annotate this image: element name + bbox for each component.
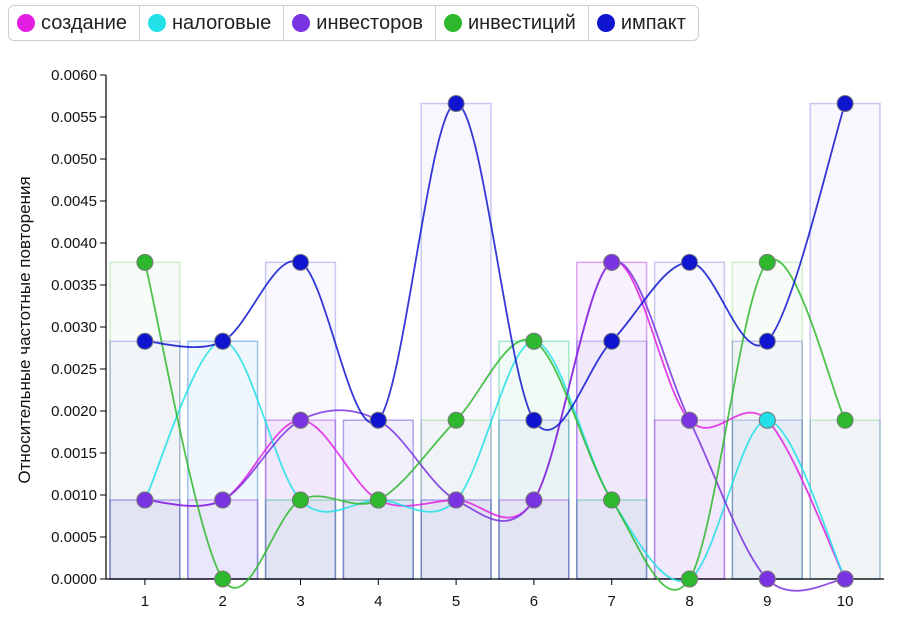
legend-item-impakt[interactable]: импакт <box>589 6 698 40</box>
data-point <box>758 332 776 350</box>
y-tick-label: 0.0005 <box>51 529 97 546</box>
y-tick-label: 0.0030 <box>51 319 97 336</box>
x-tick-label: 1 <box>141 593 149 610</box>
legend-marker <box>443 14 462 32</box>
data-point <box>836 570 854 588</box>
data-point <box>836 95 854 113</box>
data-point <box>525 411 543 429</box>
legend-marker <box>148 14 166 32</box>
data-point <box>603 332 621 350</box>
y-tick-label: 0.0050 <box>51 151 97 168</box>
data-point <box>136 332 154 350</box>
chart-legend: создание налоговые инвесторов инвестиций… <box>8 5 699 41</box>
y-tick-label: 0.0015 <box>51 445 97 462</box>
data-point <box>603 253 621 271</box>
x-tick-label: 8 <box>685 593 693 610</box>
points-layer <box>136 95 854 588</box>
x-tick-label: 7 <box>608 593 616 610</box>
data-point <box>681 253 698 271</box>
x-tick-label: 6 <box>530 593 538 610</box>
data-point <box>214 332 232 350</box>
y-tick-label: 0.0035 <box>51 277 97 294</box>
y-tick-label: 0.0020 <box>51 403 97 420</box>
series-bar <box>809 102 881 580</box>
legend-label: инвесторов <box>316 11 423 34</box>
legend-item-investorov[interactable]: инвесторов <box>284 6 436 40</box>
legend-label: налоговые <box>172 11 272 34</box>
series-bar <box>187 340 259 580</box>
data-point <box>369 491 387 509</box>
legend-label: инвестиций <box>467 11 576 34</box>
data-point <box>525 332 543 350</box>
series-line <box>144 340 846 582</box>
x-tick-label: 10 <box>837 593 854 610</box>
x-tick-label: 3 <box>296 593 304 610</box>
legend-label: создание <box>41 11 127 34</box>
legend-marker <box>292 14 311 32</box>
y-tick-label: 0.0010 <box>51 487 97 504</box>
data-point <box>447 491 465 509</box>
data-point <box>836 411 854 429</box>
data-point <box>758 253 776 271</box>
x-tick-label: 5 <box>452 593 460 610</box>
data-point <box>758 570 776 588</box>
x-tick-label: 4 <box>374 593 382 610</box>
data-point <box>525 491 543 509</box>
data-point <box>369 411 387 429</box>
x-tick-label: 2 <box>219 593 227 610</box>
data-point <box>214 491 232 509</box>
y-axis-label: Относительные частотные повторения <box>15 176 34 483</box>
y-tick-label: 0.0045 <box>51 193 97 210</box>
legend-item-sozdanie[interactable]: создание <box>9 6 140 40</box>
data-point <box>603 491 621 509</box>
legend-marker <box>596 14 615 32</box>
legend-marker <box>17 14 35 32</box>
data-point <box>758 411 776 429</box>
data-point <box>681 570 698 588</box>
data-point <box>136 491 154 509</box>
series-line <box>144 258 846 591</box>
y-tick-label: 0.0055 <box>51 109 97 126</box>
axes-layer: 0.0000 0.0005 0.0010 0.0015 0.0020 0.0025 0.00… <box>51 67 884 610</box>
data-point <box>214 570 232 588</box>
data-point <box>447 411 465 429</box>
legend-item-nalogovye[interactable]: налоговые <box>140 6 285 40</box>
y-tick-label: 0.0040 <box>51 235 97 252</box>
y-tick-label: 0.0025 <box>51 361 97 378</box>
data-point <box>292 411 309 429</box>
data-point <box>292 253 309 271</box>
data-point <box>136 253 154 271</box>
data-point <box>681 411 698 429</box>
y-tick-label: 0.0060 <box>51 67 97 84</box>
data-point <box>447 95 465 113</box>
y-tick-label: 0.0000 <box>51 571 97 588</box>
legend-item-investiciy[interactable]: инвестиций <box>436 6 589 40</box>
x-tick-label: 9 <box>763 593 771 610</box>
legend-label: импакт <box>620 11 686 34</box>
data-point <box>292 491 309 509</box>
